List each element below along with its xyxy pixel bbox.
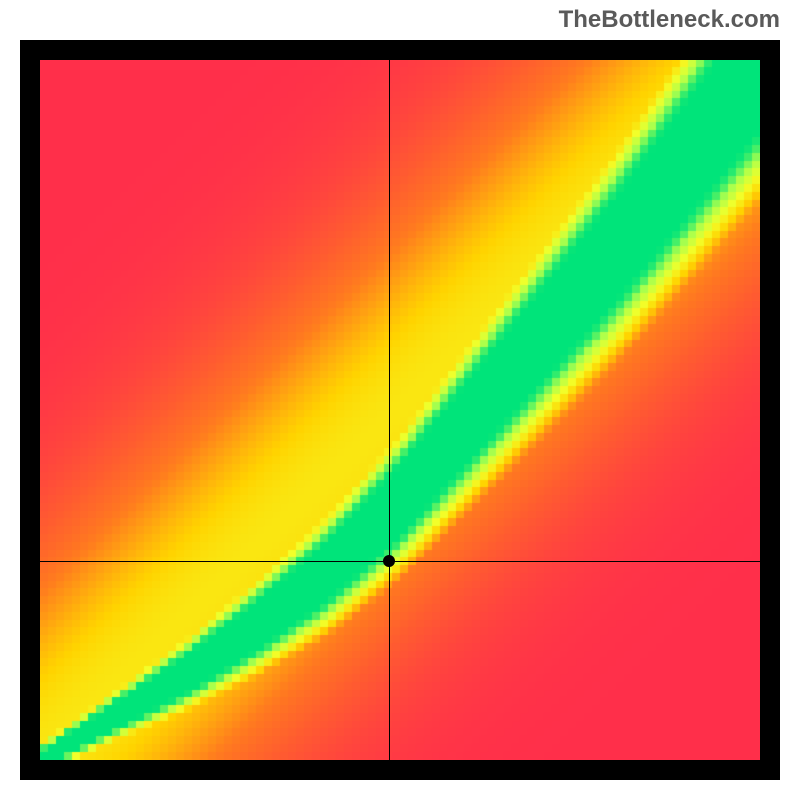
bottleneck-heatmap: [20, 40, 780, 780]
heatmap-canvas: [40, 60, 760, 760]
crosshair-marker: [383, 555, 395, 567]
watermark-text: TheBottleneck.com: [559, 6, 780, 34]
crosshair-vertical: [389, 60, 390, 760]
crosshair-horizontal: [40, 561, 760, 562]
